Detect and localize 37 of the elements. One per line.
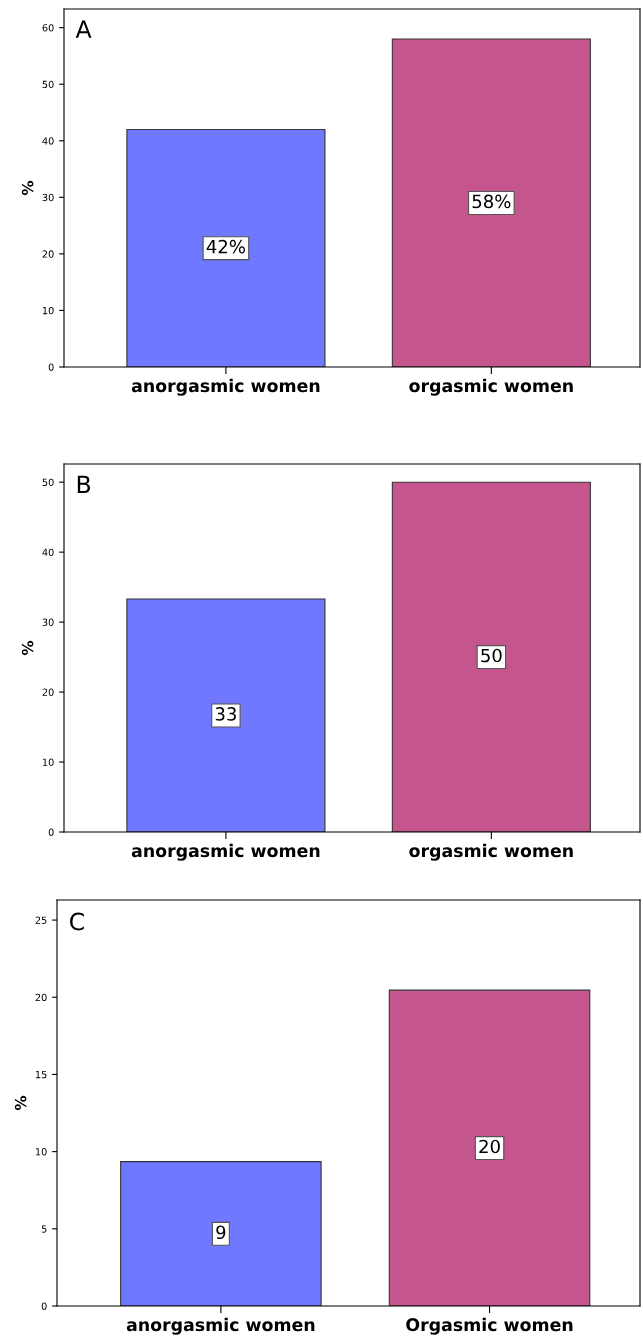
y-axis-title: % bbox=[21, 180, 34, 196]
data-label: 58% bbox=[472, 194, 511, 209]
x-tick-label: anorgasmic women bbox=[131, 843, 320, 861]
annotation: A bbox=[75, 20, 92, 38]
x-tick-label: Orgasmic women bbox=[406, 1317, 573, 1335]
y-tick-label: 10 bbox=[42, 758, 54, 766]
annotation: B bbox=[77, 475, 91, 493]
data-label: 50 bbox=[481, 648, 502, 663]
annotation: C bbox=[69, 912, 84, 931]
y-tick-label: 10 bbox=[42, 306, 54, 315]
y-tick-label: 0 bbox=[48, 828, 54, 836]
y-tick-label: 50 bbox=[42, 478, 54, 487]
y-tick-label: 0 bbox=[48, 363, 54, 371]
x-tick-label: anorgasmic women bbox=[131, 378, 320, 396]
y-tick-label: 60 bbox=[42, 24, 54, 32]
x-tick-label: orgasmic women bbox=[409, 843, 573, 861]
y-tick-label: 0 bbox=[41, 1302, 47, 1310]
x-tick-label: orgasmic women bbox=[409, 378, 573, 396]
y-tick-label: 15 bbox=[35, 1071, 47, 1079]
y-tick-label: 20 bbox=[42, 250, 54, 258]
y-tick-label: 20 bbox=[42, 688, 54, 696]
x-tick-label: anorgasmic women bbox=[126, 1317, 315, 1335]
y-tick-label: 25 bbox=[35, 916, 47, 924]
y-tick-label: 20 bbox=[35, 993, 47, 1002]
y-tick-label: 50 bbox=[42, 80, 54, 89]
data-label: 33 bbox=[215, 707, 236, 721]
y-tick-label: 30 bbox=[42, 193, 54, 202]
data-label: 42% bbox=[206, 239, 245, 254]
y-tick-label: 10 bbox=[35, 1148, 47, 1156]
y-tick-label: 40 bbox=[42, 548, 54, 556]
y-tick-label: 5 bbox=[41, 1225, 47, 1233]
y-axis-title: % bbox=[21, 640, 34, 656]
data-label: 9 bbox=[216, 1225, 226, 1240]
y-tick-label: 30 bbox=[42, 618, 54, 626]
y-tick-label: 40 bbox=[42, 137, 54, 145]
data-label: 20 bbox=[479, 1139, 500, 1154]
y-axis-title: % bbox=[14, 1095, 27, 1111]
